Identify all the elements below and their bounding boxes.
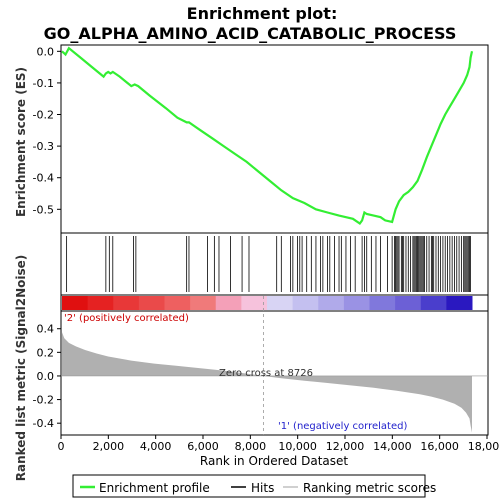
color-bar-segment [190,296,217,310]
color-bar-segment [241,296,268,310]
color-bar-segment [267,296,294,310]
color-bar-segment [113,296,140,310]
color-bar-segment [62,296,89,310]
ranked-metric-fill [62,332,472,433]
metric-y-axis: 0.4 0.2 0.0 -0.2 -0.4 [33,323,61,430]
positive-correlation-label: '2' (positively correlated) [64,313,189,324]
x-axis-label: Rank in Ordered Dataset [200,454,348,468]
es-y-tick-label: -0.1 [33,77,54,90]
color-bar-segment [395,296,422,310]
chart-title-line2: GO_ALPHA_AMINO_ACID_CATABOLIC_PROCESS [44,24,457,43]
x-tick-label: 4,000 [140,440,172,453]
color-bar-segment [292,296,319,310]
color-bar-segment [446,296,473,310]
color-bar-segment [87,296,114,310]
color-bar-segment [138,296,165,310]
metric-y-tick-label: 0.4 [37,323,55,336]
metric-y-axis-label: Ranked list metric (Signal2Noise) [14,255,28,482]
legend-label-hits: Hits [251,481,274,495]
metric-y-tick-label: -0.2 [33,394,54,407]
x-tick-label: 18,000 [468,440,500,453]
metric-y-tick-label: -0.4 [33,417,54,430]
metric-y-tick-label: 0.2 [37,346,55,359]
x-tick-label: 10,000 [278,440,317,453]
es-y-axis: 0.0 -0.1 -0.2 -0.3 -0.4 -0.5 [33,45,61,216]
es-y-tick-label: -0.2 [33,109,54,122]
zero-cross-label: Zero cross at 8726 [219,368,313,379]
color-bar-segment [369,296,396,310]
color-bar-segment [164,296,191,310]
x-tick-label: 12,000 [326,440,365,453]
metric-y-tick-label: 0.0 [37,370,55,383]
es-y-axis-label: Enrichment score (ES) [14,67,28,217]
x-tick-label: 0 [58,440,65,453]
x-tick-label: 14,000 [373,440,412,453]
ranked-metric-area [61,296,488,435]
enrichment-profile-line [61,46,474,226]
rank-color-bar [62,296,473,310]
x-tick-label: 6,000 [187,440,219,453]
negative-correlation-label: '1' (negatively correlated) [278,421,407,432]
es-y-tick-label: -0.4 [33,172,54,185]
enrichment-profile [61,46,474,226]
legend-box [72,474,426,498]
x-axis: 0 2,000 4,000 6,000 8,000 10,000 12,000 14,000 1… [58,435,500,453]
x-tick-label: 2,000 [93,440,125,453]
color-bar-segment [215,296,242,310]
legend-label-profile: Enrichment profile [99,481,210,495]
legend-label-metric: Ranking metric scores [303,481,436,495]
color-bar-segment [343,296,370,310]
es-y-tick-label: -0.3 [33,140,54,153]
es-y-tick-label: -0.5 [33,203,54,216]
color-bar-segment [318,296,345,310]
chart-title-line1: Enrichment plot: [187,4,338,23]
color-bar-segment [420,296,447,310]
hits-panel [60,232,489,296]
hit-markers [66,236,472,292]
x-tick-label: 16,000 [420,440,459,453]
es-y-tick-label: 0.0 [37,45,55,58]
es-panel [60,44,489,234]
x-tick-label: 8,000 [235,440,267,453]
